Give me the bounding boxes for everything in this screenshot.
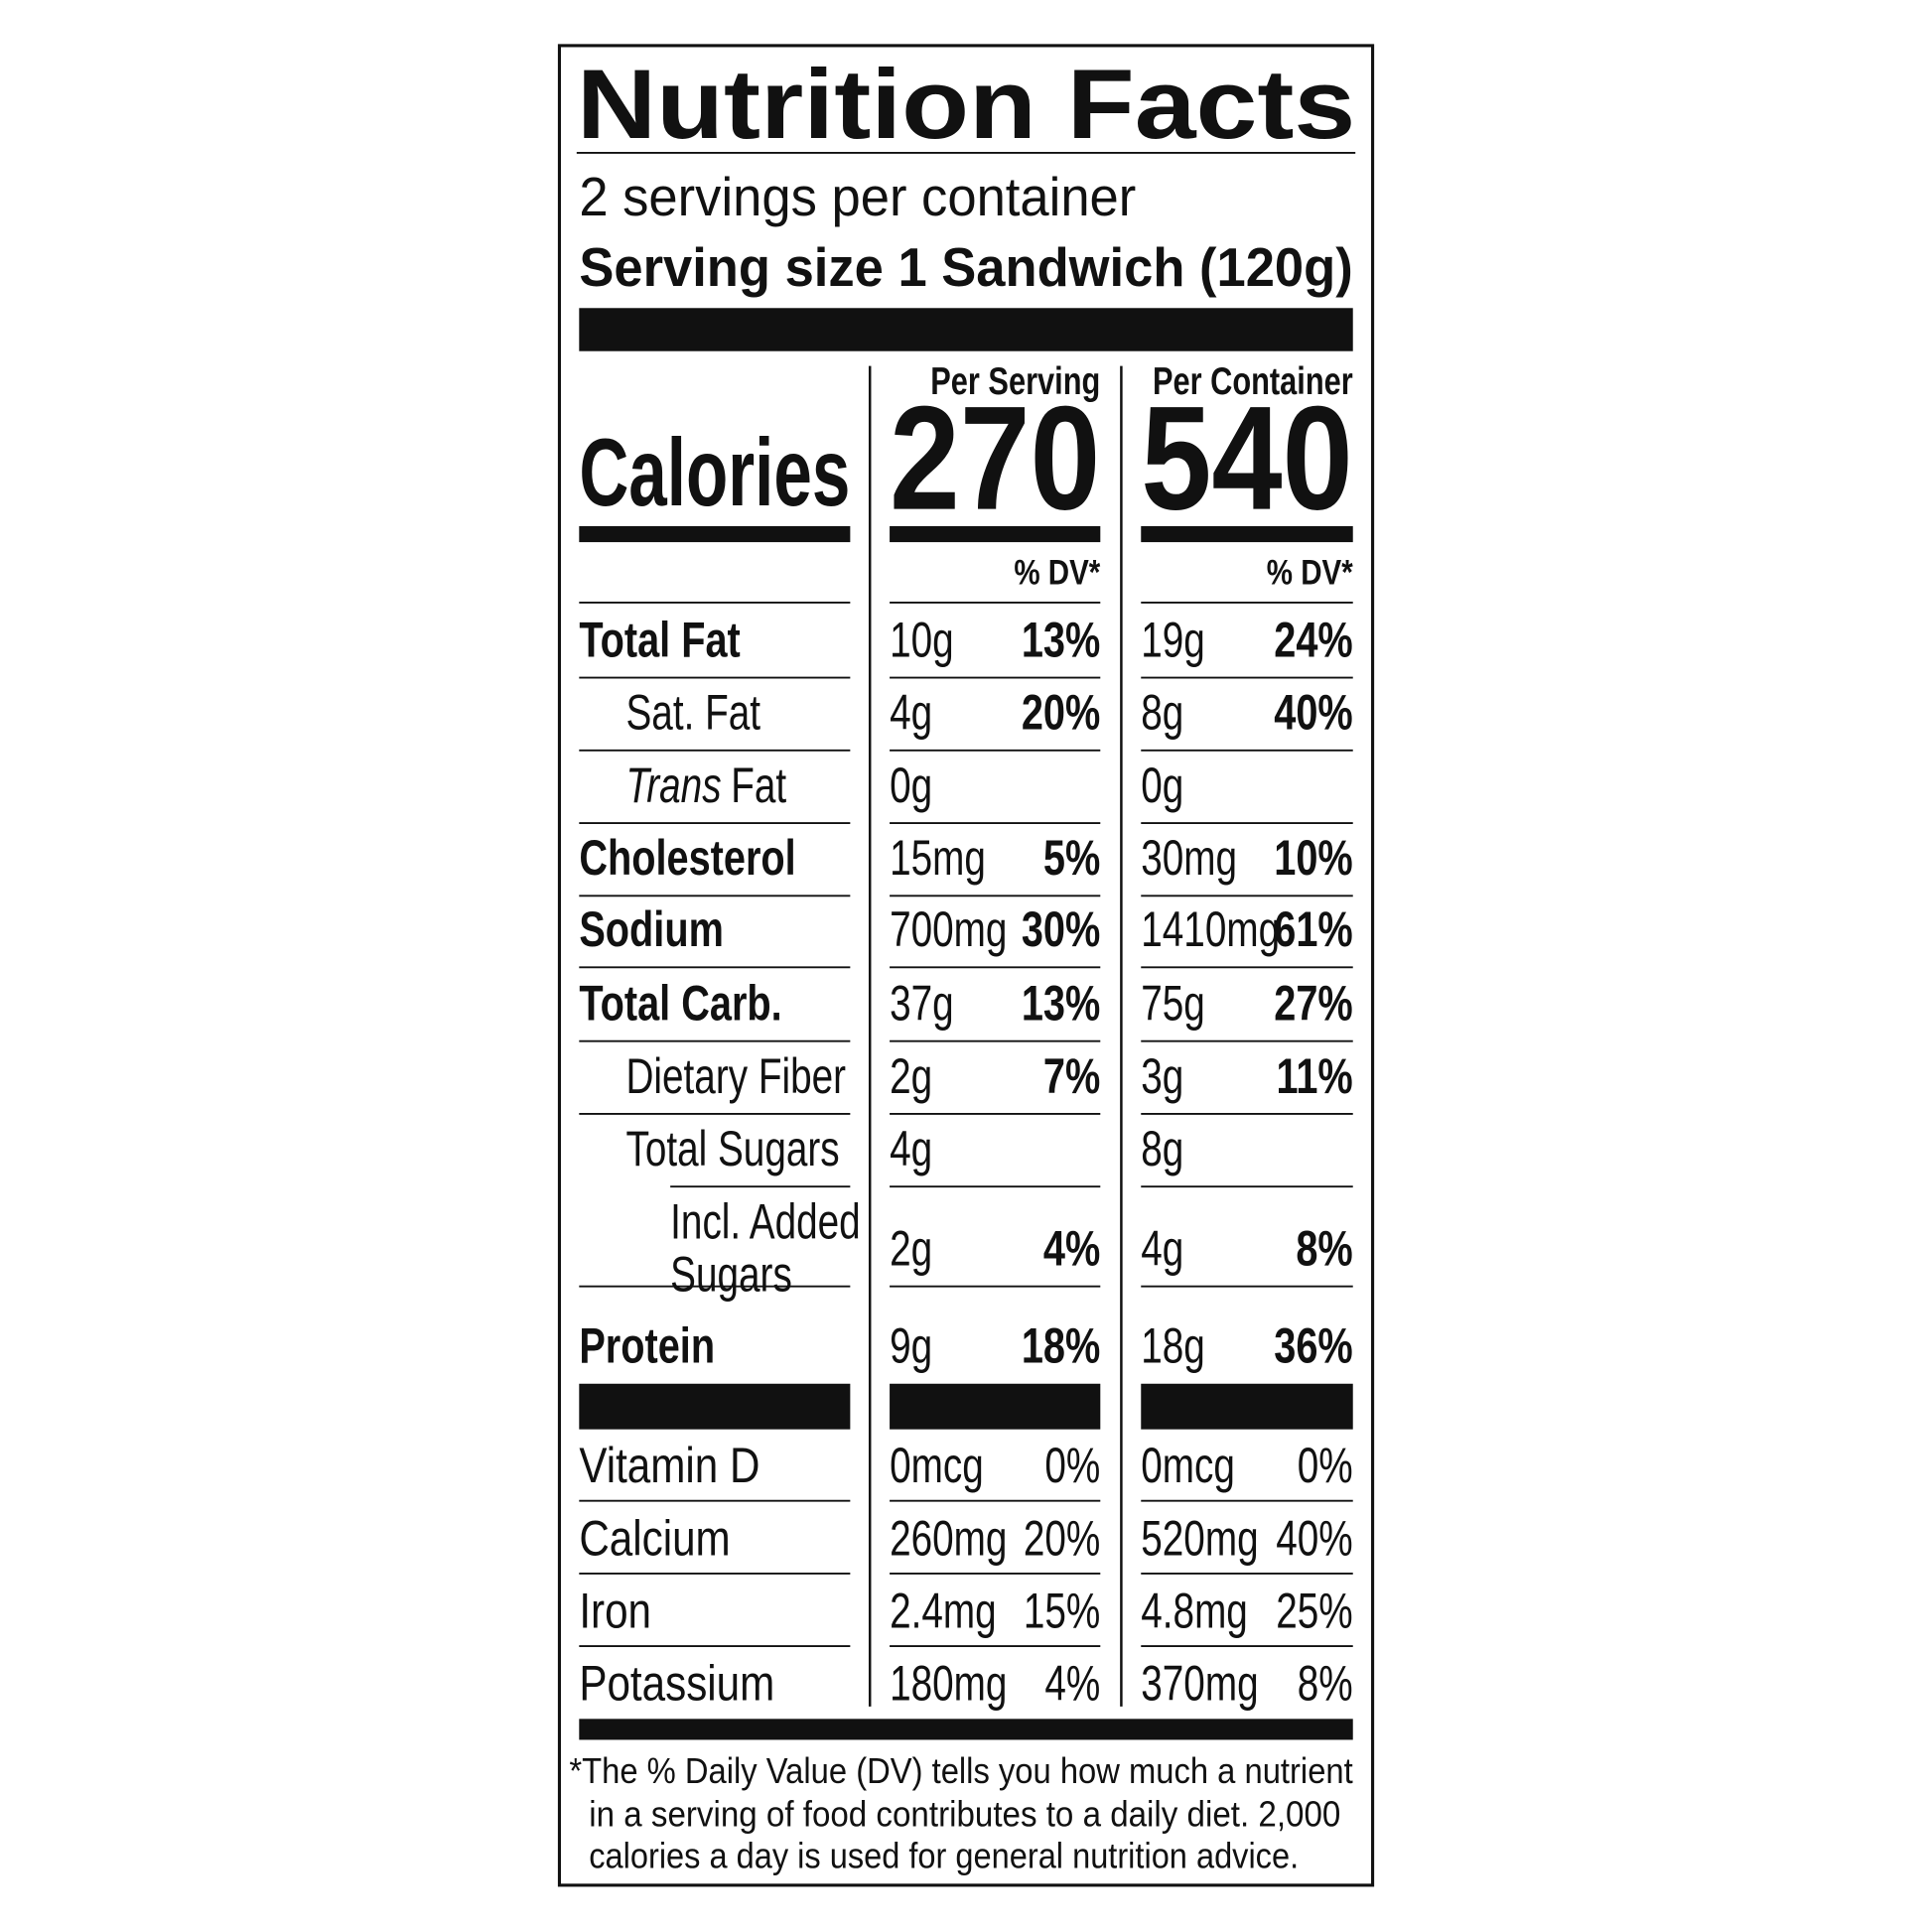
calories-bar [579,525,851,543]
nutrient-name: Cholesterol [579,830,795,886]
amount: 0g [890,759,932,813]
percent-dv: 27% [1274,975,1352,1031]
percent-dv: 20% [1024,1512,1100,1567]
rule-bar [579,1383,851,1430]
percent-dv: 8% [1298,1657,1353,1712]
percent-dv: 0% [1044,1440,1100,1494]
amount: 180mg [890,1657,1007,1712]
amount: 520mg [1141,1512,1258,1567]
percent-dv: 25% [1276,1585,1352,1639]
amount: 4.8mg [1141,1585,1248,1639]
label-body: Nutrition Facts 2 servings per container S… [557,44,1375,1887]
percent-dv: 11% [1276,1048,1352,1104]
amount: 4g [890,1123,932,1177]
amount: 0mcg [890,1440,984,1494]
nutrient-name-emphasis: Trans [625,759,721,813]
footnote-line: in a serving of food contributes to a da… [589,1793,1340,1834]
amount: 2g [890,1049,932,1104]
calories-bar [890,525,1101,543]
calories-value: 540 [1141,375,1352,541]
nutrient-name: Sat. Fat [625,686,760,741]
rule-bar [579,1719,1353,1740]
percent-dv: 4% [1043,1220,1100,1276]
dv-header: % DV* [1267,553,1353,592]
rule-bar [579,308,1353,351]
amount: 15mg [890,832,986,887]
percent-dv: 5% [1043,830,1100,886]
amount: 260mg [890,1512,1007,1567]
amount: 3g [1141,1049,1183,1104]
amount: 8g [1141,1123,1183,1177]
percent-dv: 13% [1022,612,1100,667]
nutrient-name: Sodium [579,901,724,957]
label-border [557,44,1375,1887]
percent-dv: 24% [1274,612,1352,667]
amount: 8g [1141,686,1183,741]
nutrient-name: Sugars [670,1248,792,1303]
percent-dv: 18% [1022,1317,1100,1373]
rule-bar [890,1383,1101,1430]
percent-dv: 40% [1274,684,1352,740]
percent-dv: 0% [1298,1440,1353,1494]
footnote-line: calories a day is used for general nutri… [589,1836,1299,1876]
percent-dv: 40% [1276,1512,1352,1567]
percent-dv: 15% [1024,1585,1100,1639]
dv-header: % DV* [1014,553,1100,592]
footnote-line: *The % Daily Value (DV) tells you how mu… [569,1750,1352,1791]
nutrient-name: Trans Fat [625,759,786,813]
nutrient-name: Dietary Fiber [625,1049,846,1104]
percent-dv: 20% [1022,684,1100,740]
nutrient-name: Protein [579,1317,715,1373]
vitamin-name: Vitamin D [579,1438,759,1493]
calories-bar [1141,525,1353,543]
amount: 10g [890,614,954,668]
percent-dv: 7% [1043,1048,1100,1104]
amount: 18g [1141,1319,1205,1374]
calories-value: 270 [890,375,1100,541]
amount: 30mg [1141,832,1237,887]
amount: 37g [890,977,954,1032]
column-header: Per Container [1153,360,1353,403]
percent-dv: 4% [1044,1657,1100,1712]
vitamin-name: Iron [579,1583,651,1638]
percent-dv: 36% [1274,1317,1352,1373]
calories-label: Calories [579,418,850,526]
serving-size: Serving size 1 Sandwich (120g) [579,237,1352,298]
amount: 0mcg [1141,1440,1235,1494]
amount: 2.4mg [890,1585,997,1639]
amount: 75g [1141,977,1205,1032]
percent-dv: 8% [1296,1220,1352,1276]
amount: 700mg [890,903,1007,958]
nutrient-name: Total Sugars [625,1123,839,1177]
vitamin-name: Potassium [579,1655,774,1711]
column-header: Per Serving [930,360,1100,403]
nutrient-name-rest: Fat [731,759,786,813]
nutrient-name: Total Fat [579,612,740,667]
amount: 1410mg [1141,903,1280,958]
amount: 4g [890,686,932,741]
percent-dv: 13% [1022,975,1100,1031]
amount: 370mg [1141,1657,1258,1712]
percent-dv: 61% [1274,901,1352,957]
amount: 19g [1141,614,1205,668]
percent-dv: 30% [1022,901,1100,957]
rule-bar [1141,1383,1353,1430]
amount: 4g [1141,1222,1183,1277]
amount: 0g [1141,759,1183,813]
nutrient-name: Total Carb. [579,975,781,1031]
percent-dv: 10% [1274,830,1352,886]
amount: 2g [890,1222,932,1277]
servings-per-container: 2 servings per container [579,167,1136,227]
amount: 9g [890,1319,932,1374]
title: Nutrition Facts [577,50,1355,160]
nutrient-name: Incl. Added [670,1195,861,1250]
vitamin-name: Calcium [579,1510,730,1566]
